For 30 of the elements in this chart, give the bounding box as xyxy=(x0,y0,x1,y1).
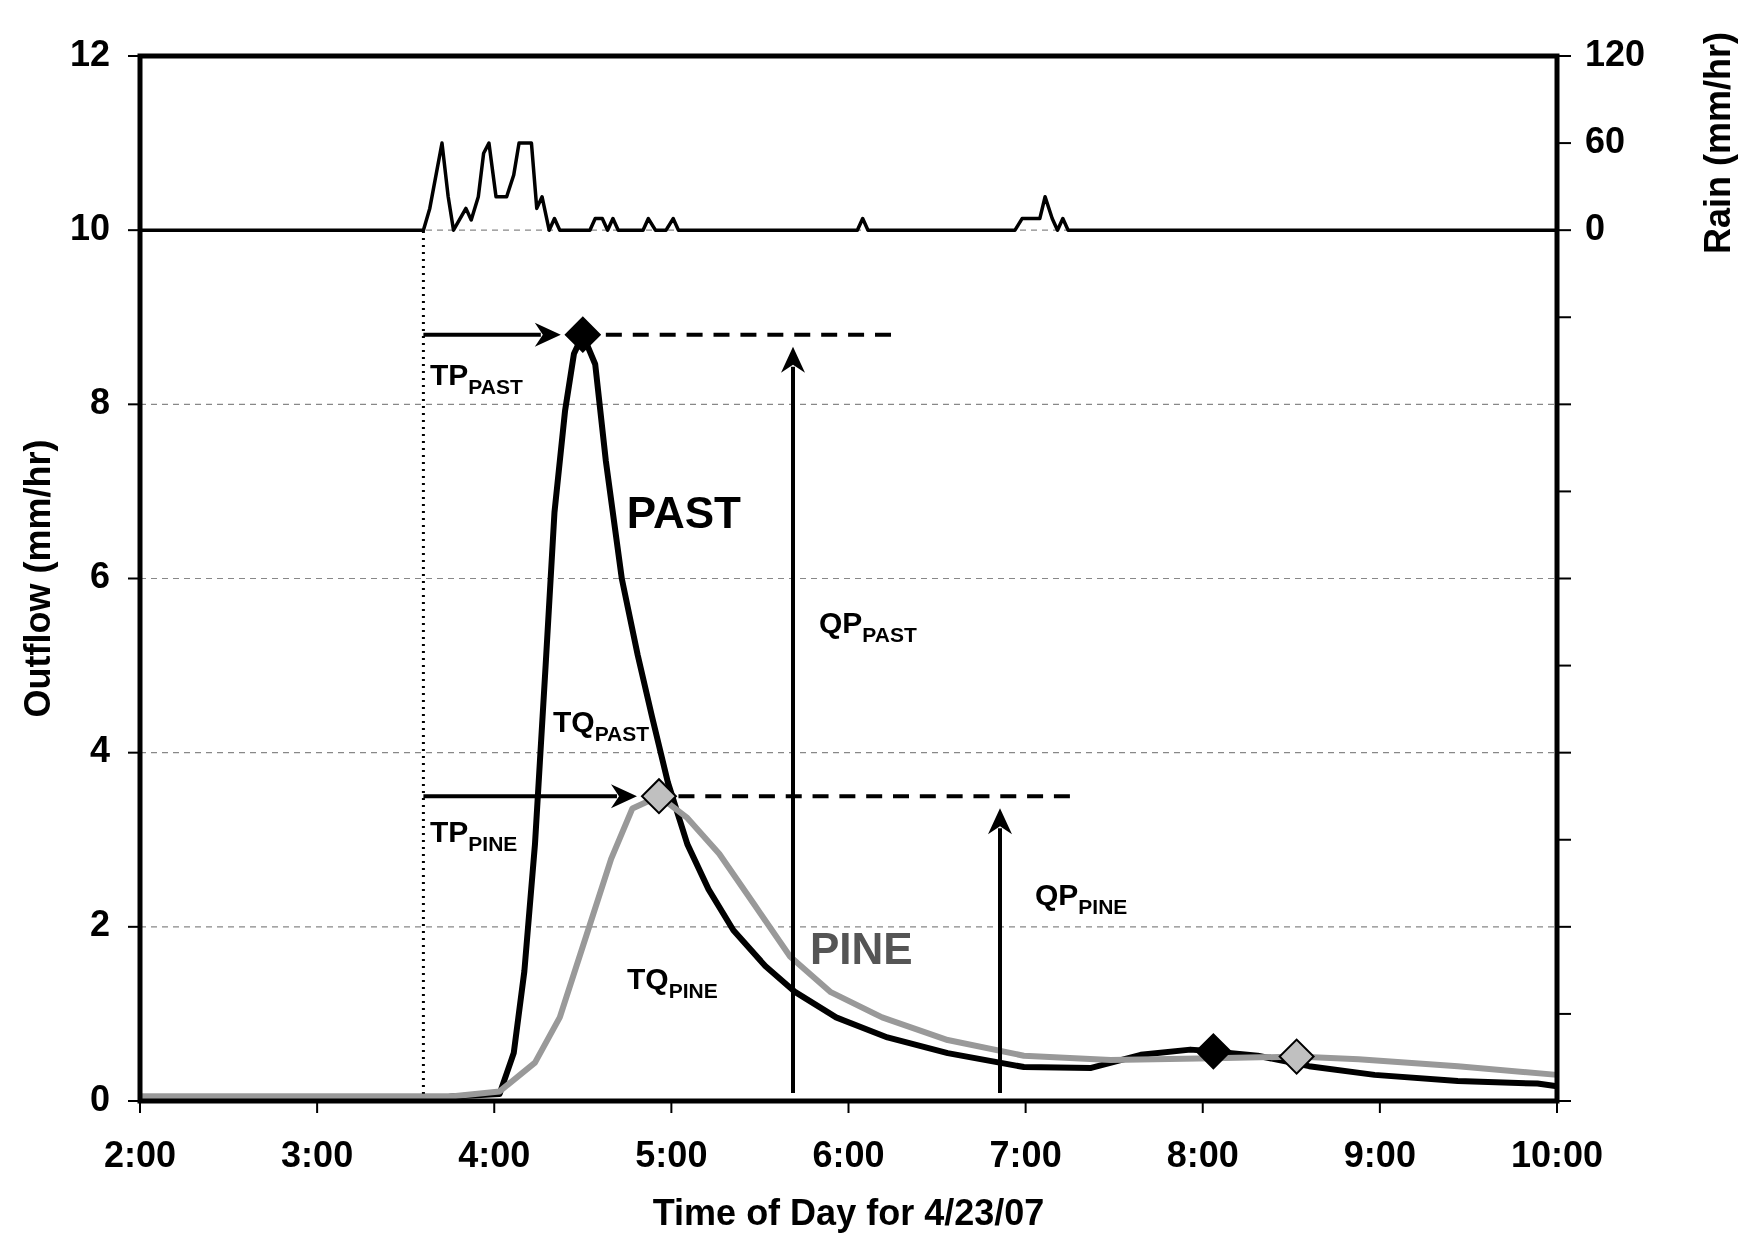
y-tick-label: 0 xyxy=(89,1077,110,1119)
series-label: PAST xyxy=(626,487,742,537)
x-tick-label: 6:00 xyxy=(812,1134,885,1175)
x-tick-label: 10:00 xyxy=(1510,1134,1604,1175)
y2-tick-label: 60 xyxy=(1585,119,1626,161)
x-tick-label: 8:00 xyxy=(1166,1134,1239,1175)
x-tick-label: 9:00 xyxy=(1343,1134,1416,1175)
y-tick-label: 8 xyxy=(89,380,110,422)
annotation: TQ$_{PAST}$ xyxy=(553,704,650,746)
x-tick-label: 4:00 xyxy=(458,1134,531,1175)
series-label: PINE xyxy=(809,924,913,974)
y2-tick-label: 120 xyxy=(1585,32,1646,74)
annotation: TP$_{PINE}$ xyxy=(430,814,518,856)
y2-axis-title: Rain (mm/hr) xyxy=(1697,32,1738,255)
x-tick-label: 7:00 xyxy=(989,1134,1062,1175)
y-tick-label: 10 xyxy=(69,206,110,248)
annotation: QP$_{PINE}$ xyxy=(1035,877,1128,919)
annotation: TP$_{PAST}$ xyxy=(430,357,523,399)
y-tick-label: 4 xyxy=(89,729,110,771)
x-tick-label: 2:00 xyxy=(103,1134,177,1175)
x-axis-title: Time of Day for 4/23/07 xyxy=(652,1192,1045,1233)
annotation: TQ$_{PINE}$ xyxy=(627,961,718,1003)
y-tick-label: 6 xyxy=(89,555,110,597)
x-tick-label: 3:00 xyxy=(281,1134,354,1175)
x-tick-label: 5:00 xyxy=(635,1134,708,1175)
y2-tick-label: 0 xyxy=(1585,206,1606,248)
y-tick-label: 12 xyxy=(69,32,110,74)
y-axis-title: Outflow (mm/hr) xyxy=(17,439,58,718)
y-tick-label: 2 xyxy=(89,903,110,945)
annotation: QP$_{PAST}$ xyxy=(819,605,917,647)
